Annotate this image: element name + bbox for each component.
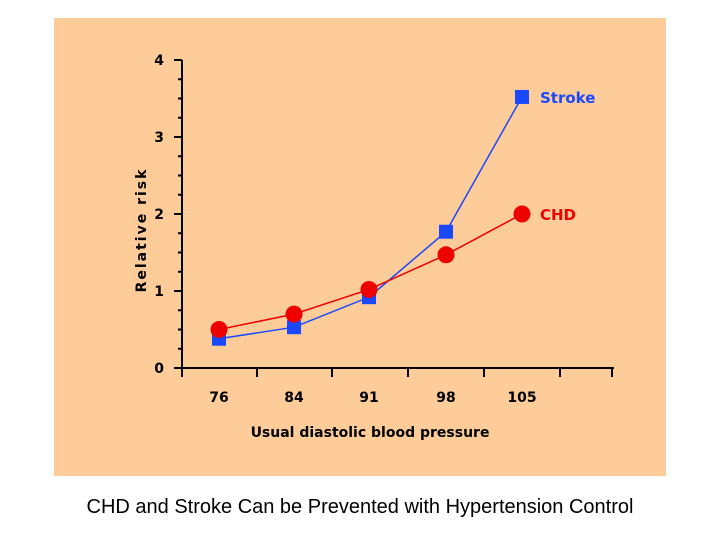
x-axis-title: Usual diastolic blood pressure — [251, 425, 490, 441]
chd-data-point — [285, 305, 303, 323]
chd-data-point — [360, 280, 378, 298]
chart-axes — [174, 59, 614, 377]
y-tick-label: 2 — [154, 207, 164, 223]
stroke-data-point — [287, 320, 301, 335]
x-tick-label: 91 — [359, 390, 378, 406]
stroke-data-point — [515, 89, 529, 104]
chd-data-point — [513, 205, 531, 223]
chart-panel: 0 1 2 3 4 76 84 91 98 105 Usual diastolic blood pr… — [54, 18, 666, 476]
slide-caption: CHD and Stroke Can be Prevented with Hyp… — [86, 496, 634, 518]
labels-layer: 0 1 2 3 4 76 84 91 98 105 Usual diastolic blood pr… — [134, 53, 595, 441]
x-tick-label: 76 — [209, 390, 228, 406]
chd-series-label: CHD — [540, 206, 576, 224]
chd-data-point — [210, 321, 228, 338]
series-layer — [210, 89, 531, 346]
y-tick-label: 1 — [154, 284, 164, 300]
y-tick-label: 0 — [154, 361, 164, 377]
x-tick-label: 98 — [436, 390, 455, 406]
y-tick-label: 4 — [154, 53, 164, 69]
y-axis-title: Relative risk — [134, 168, 150, 293]
stroke-series-label: Stroke — [540, 89, 595, 107]
y-tick-label: 3 — [154, 130, 164, 146]
chd-series-line — [218, 213, 523, 331]
line-chart: 0 1 2 3 4 76 84 91 98 105 Usual diastolic blood pr… — [134, 53, 614, 441]
x-tick-label: 84 — [284, 390, 304, 406]
stroke-data-point — [439, 224, 453, 239]
x-tick-label: 105 — [507, 390, 536, 406]
chd-data-point — [437, 246, 455, 264]
